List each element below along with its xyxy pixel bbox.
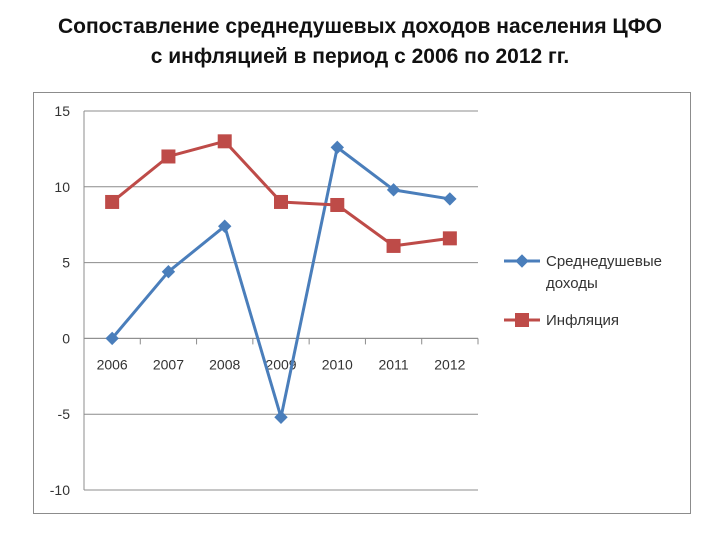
- y-tick-label: 10: [54, 179, 70, 195]
- y-tick-label: 0: [62, 330, 70, 346]
- data-point-income: [274, 410, 288, 424]
- y-tick-label: -10: [50, 482, 70, 498]
- data-point-inflation: [442, 231, 457, 246]
- legend-marker-inflation: [515, 313, 529, 327]
- x-tick-label: 2011: [379, 356, 409, 372]
- data-point-income: [330, 140, 344, 155]
- data-point-inflation: [161, 149, 176, 164]
- y-tick-label: 5: [62, 255, 70, 271]
- data-point-income: [105, 331, 119, 346]
- data-point-income: [161, 264, 176, 279]
- legend-label-income: доходы: [546, 275, 598, 292]
- data-point-inflation: [386, 238, 401, 253]
- legend-label-inflation: Инфляция: [546, 312, 619, 329]
- x-tick-label: 2012: [434, 356, 465, 372]
- legend-marker-income: [515, 254, 529, 268]
- x-tick-label: 2006: [97, 356, 128, 372]
- data-point-income: [386, 183, 401, 197]
- chart-title: Сопоставление среднедушевых доходов насе…: [0, 12, 720, 72]
- y-tick-label: 15: [54, 103, 70, 119]
- data-point-inflation: [217, 134, 232, 149]
- x-tick-label: 2010: [322, 356, 353, 372]
- data-point-income: [443, 192, 457, 206]
- chart-title-line-1: Сопоставление среднедушевых доходов насе…: [57, 15, 663, 38]
- series-line-income: [110, 145, 451, 419]
- data-point-inflation: [274, 194, 288, 209]
- x-tick-label: 2009: [265, 356, 296, 372]
- data-point-inflation: [105, 194, 120, 209]
- x-tick-label: 2007: [153, 356, 184, 372]
- data-point-income: [218, 219, 232, 233]
- x-tick-label: 2008: [209, 356, 240, 372]
- chart-title-line-2: с инфляцией в период с 2006 по 2012 гг.: [150, 45, 570, 68]
- legend-label-income: Среднедушевые: [546, 253, 662, 270]
- data-point-inflation: [330, 197, 345, 212]
- y-tick-label: -5: [58, 406, 71, 422]
